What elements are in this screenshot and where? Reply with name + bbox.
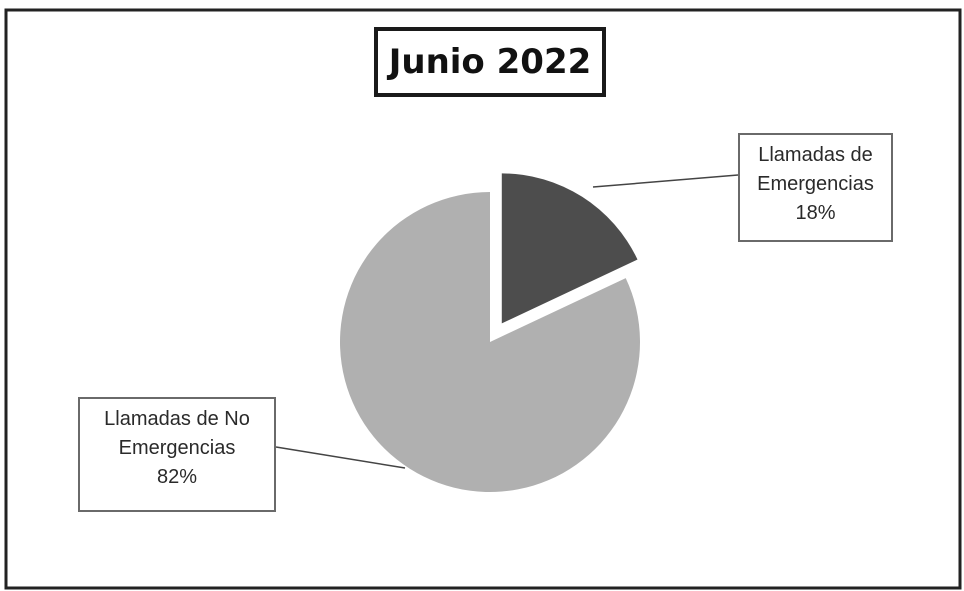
data-label-emergency: Llamadas de Emergencias 18% (738, 133, 893, 242)
data-label-non-emergency: Llamadas de No Emergencias 82% (78, 397, 276, 512)
pie-slice-emergency (501, 173, 638, 324)
data-label-emergency-line1: Llamadas de (758, 144, 873, 166)
chart-title: Junio 2022 (374, 27, 606, 97)
leader-line-emergency (592, 174, 739, 188)
data-label-emergency-value: 18% (795, 202, 836, 224)
data-label-non-emergency-line1: Llamadas de No (104, 408, 250, 430)
pie-chart (340, 173, 640, 492)
data-label-non-emergency-line2: Emergencias (118, 437, 236, 459)
data-label-emergency-line2: Emergencias (757, 173, 874, 195)
leader-line-non-emergency (275, 446, 406, 469)
data-label-non-emergency-value: 82% (156, 466, 198, 488)
pie-slice-non-emergency (340, 192, 640, 492)
